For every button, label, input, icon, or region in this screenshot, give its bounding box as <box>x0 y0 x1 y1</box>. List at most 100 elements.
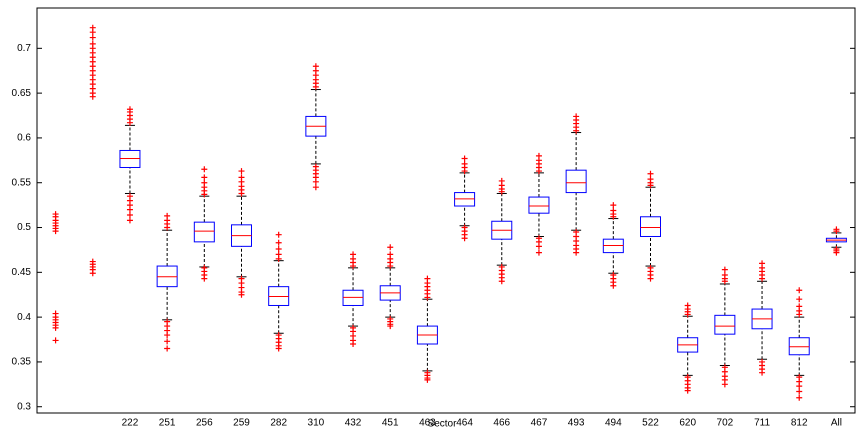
outlier <box>164 338 171 345</box>
y-tick-label: 0.55 <box>12 177 32 188</box>
x-tick-label: 522 <box>642 418 659 429</box>
box <box>565 169 587 194</box>
outlier <box>498 177 505 184</box>
outlier <box>89 34 96 41</box>
outlier <box>759 260 766 267</box>
x-tick-label: 432 <box>345 418 362 429</box>
box <box>193 221 215 243</box>
outlier <box>350 251 357 258</box>
outlier <box>201 174 208 181</box>
outlier <box>52 337 59 344</box>
outlier <box>461 155 468 162</box>
y-tick-label: 0.4 <box>17 312 31 323</box>
outlier <box>610 282 617 289</box>
y-tick-label: 0.45 <box>12 267 32 278</box>
x-tick-label: 466 <box>493 418 510 429</box>
x-tick-label: 464 <box>456 418 473 429</box>
outlier <box>461 160 468 167</box>
outlier <box>275 239 282 246</box>
outlier <box>684 387 691 394</box>
y-tick-label: 0.5 <box>17 222 31 233</box>
x-tick-label: 463 <box>419 418 436 429</box>
outlier <box>647 176 654 183</box>
outlier <box>387 244 394 251</box>
outlier <box>126 106 133 113</box>
outlier <box>201 275 208 282</box>
outlier <box>52 324 59 331</box>
outlier <box>833 226 840 233</box>
x-tick-label: 493 <box>568 418 585 429</box>
outlier <box>573 113 580 120</box>
outlier <box>350 341 357 348</box>
outlier <box>535 152 542 159</box>
outlier <box>312 178 319 185</box>
x-tick-label: 282 <box>270 418 287 429</box>
outlier <box>796 394 803 401</box>
outlier <box>126 206 133 213</box>
box <box>528 196 550 214</box>
outlier <box>275 231 282 238</box>
outlier <box>238 291 245 298</box>
x-tick-label: 451 <box>382 418 399 429</box>
plot-frame <box>36 7 856 414</box>
outlier <box>275 251 282 258</box>
outlier <box>498 278 505 285</box>
outlier <box>461 235 468 242</box>
outlier <box>647 275 654 282</box>
outlier <box>238 174 245 181</box>
outlier <box>796 296 803 303</box>
outlier <box>201 179 208 186</box>
x-tick-label: 310 <box>308 418 325 429</box>
outlier <box>238 168 245 175</box>
outlier <box>535 249 542 256</box>
x-tick-label: 259 <box>233 418 250 429</box>
box <box>714 314 736 335</box>
outlier <box>89 93 96 100</box>
outlier <box>833 249 840 256</box>
outlier <box>721 272 728 279</box>
y-tick-label: 0.35 <box>12 357 32 368</box>
outlier <box>275 345 282 352</box>
x-tick-label: 702 <box>717 418 734 429</box>
outlier <box>164 332 171 339</box>
x-tick-label: 222 <box>122 418 139 429</box>
x-tick-label: All <box>831 418 842 429</box>
x-tick-label: 467 <box>531 418 548 429</box>
y-tick-label: 0.3 <box>17 401 31 412</box>
outlier <box>164 345 171 352</box>
outlier <box>573 249 580 256</box>
outlier <box>684 302 691 309</box>
outlier <box>275 246 282 253</box>
outlier <box>387 251 394 258</box>
outlier <box>126 211 133 218</box>
outlier <box>796 383 803 390</box>
y-tick-label: 0.7 <box>17 43 31 54</box>
outlier <box>796 287 803 294</box>
outlier <box>89 270 96 277</box>
y-tick-label: 0.65 <box>12 88 32 99</box>
x-tick-label: 251 <box>159 418 176 429</box>
outlier <box>312 63 319 70</box>
outlier <box>796 303 803 310</box>
x-axis-label: Sector <box>428 419 458 429</box>
outlier <box>721 266 728 273</box>
box <box>640 216 661 237</box>
x-tick-label: 812 <box>791 418 808 429</box>
outlier <box>721 381 728 388</box>
outlier <box>759 369 766 376</box>
y-tick-label: 0.6 <box>17 133 31 144</box>
outlier <box>535 243 542 250</box>
x-tick-label: 256 <box>196 418 213 429</box>
x-tick-label: 620 <box>679 418 696 429</box>
outlier <box>424 275 431 282</box>
outlier <box>52 228 59 235</box>
outlier <box>610 202 617 209</box>
outlier <box>164 212 171 219</box>
x-tick-label: 711 <box>754 418 770 429</box>
outlier <box>201 166 208 173</box>
outlier <box>647 170 654 177</box>
outlier <box>796 388 803 395</box>
outlier <box>312 184 319 191</box>
